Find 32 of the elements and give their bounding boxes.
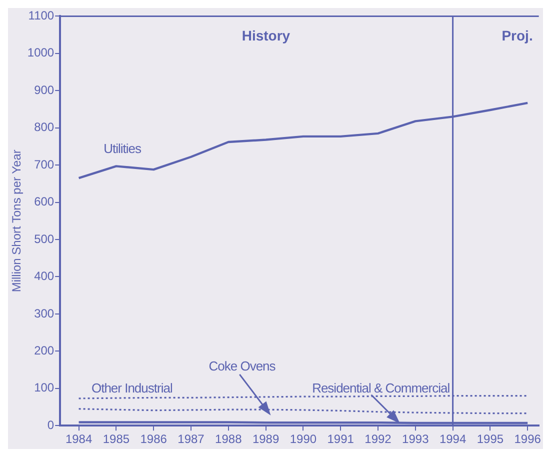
x-tick-label: 1984	[65, 432, 92, 446]
x-tick-label: 1988	[215, 432, 242, 446]
y-tick-label: 600	[34, 194, 54, 209]
x-tick-label: 1992	[364, 432, 392, 446]
y-tick-label: 100	[34, 380, 54, 395]
x-tick-label: 1987	[178, 432, 205, 446]
x-tick-label: 1996	[514, 432, 542, 446]
y-tick-label: 0	[47, 418, 54, 432]
annotation: Proj.	[502, 28, 533, 44]
x-tick-label: 1989	[252, 432, 280, 446]
y-tick-label: 400	[34, 269, 54, 284]
x-tick-label: 1991	[327, 432, 354, 446]
y-tick-label: 200	[34, 343, 54, 358]
annotation: History	[242, 28, 290, 44]
y-tick-label: 800	[34, 120, 54, 134]
y-tick-label: 900	[34, 82, 54, 97]
y-axis-title: Million Short Tons per Year	[10, 150, 24, 292]
x-tick-label: 1985	[102, 432, 130, 446]
x-tick-label: 1986	[140, 432, 168, 446]
y-tick-label: 300	[34, 306, 54, 320]
series-label: Utilities	[104, 140, 142, 156]
y-tick-label: 1000	[27, 46, 54, 60]
text: Coke Ovens	[208, 358, 276, 374]
y-tick-label: 500	[34, 232, 54, 246]
x-tick-label: 1990	[290, 432, 317, 446]
text: Residential & Commercial	[312, 380, 450, 396]
x-tick-label: 1993	[402, 432, 430, 446]
series-label: Other Industrial	[91, 380, 173, 396]
x-tick-label: 1994	[439, 432, 466, 446]
y-tick-label: 700	[34, 157, 54, 172]
x-tick-label: 1995	[476, 432, 504, 446]
y-tick-label: 1100	[28, 8, 54, 23]
